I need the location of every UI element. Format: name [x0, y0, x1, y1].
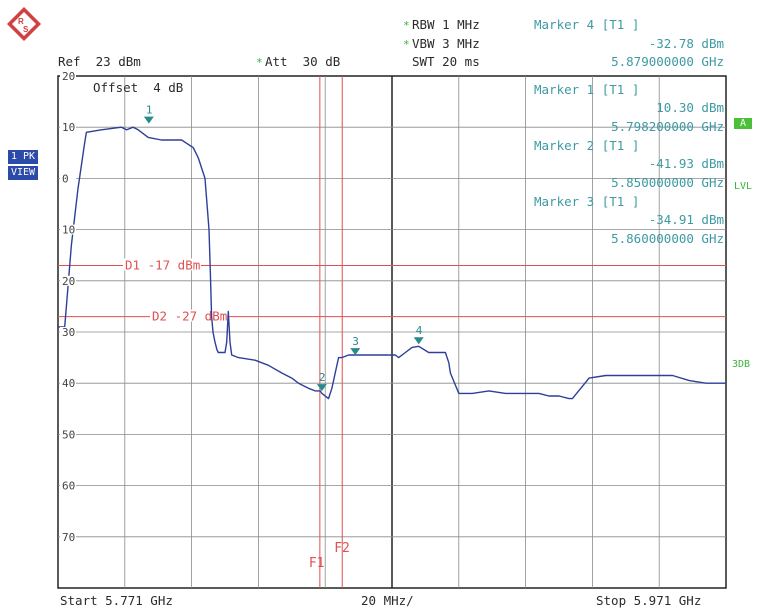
y-tick-label: 50: [62, 428, 75, 441]
marker-2-icon: [316, 384, 327, 392]
freq-line-label: F2: [334, 541, 350, 556]
y-tick-bg: [60, 173, 76, 184]
svg-text:S: S: [23, 25, 29, 34]
trace-a-badge: A: [734, 118, 752, 129]
rs-logo: R S: [7, 7, 41, 41]
marker2-title: Marker 2 [T1 ]: [534, 138, 640, 153]
3db-label: 3DB: [732, 359, 751, 370]
svg-text:R: R: [18, 17, 24, 26]
marker2-freq: 5.850000000 GHz: [611, 175, 724, 190]
marker-1-label: 1: [146, 104, 153, 117]
y-tick-bg: [60, 71, 76, 81]
marker-1-icon: [143, 116, 154, 124]
frequency-lines: F1 F2: [309, 76, 350, 588]
marker-3-label: 3: [352, 335, 359, 348]
att-indicator-icon: *: [256, 56, 263, 69]
marker4-title: Marker 4 [T1 ]: [534, 17, 640, 32]
vbw: VBW 3 MHz: [412, 36, 480, 51]
marker-2-label: 2: [319, 371, 326, 384]
span-per-div: 20 MHz/: [361, 593, 414, 608]
markers: 1 2 3 4: [143, 104, 424, 392]
y-tick-bg: [60, 122, 76, 133]
y-tick-label: 20: [62, 275, 75, 288]
marker3-title: Marker 3 [T1 ]: [534, 194, 640, 209]
rbw-indicator-icon: *: [403, 19, 410, 32]
limit-label: D1 -17 dBm: [125, 257, 200, 272]
trace-line: [58, 126, 726, 400]
stop-frequency: Stop 5.971 GHz: [596, 593, 702, 608]
rbw: RBW 1 MHz: [412, 17, 480, 32]
sweep-time: SWT 20 ms: [412, 54, 480, 69]
vbw-indicator-icon: *: [403, 38, 410, 51]
marker-4-icon: [413, 337, 424, 345]
limit-label: D2 -27 dBm: [152, 309, 227, 324]
y-tick-bg: [60, 224, 76, 235]
y-tick-bg: [60, 275, 76, 286]
y-tick-bg: [60, 327, 76, 337]
attenuation: Att 30 dB: [265, 54, 341, 69]
y-tick-label: 10: [62, 224, 75, 237]
y-tick-label: 70: [62, 531, 75, 544]
marker1-freq: 5.798200000 GHz: [611, 119, 724, 134]
ref-level: Ref 23 dBm: [58, 54, 141, 69]
marker4-freq: 5.879000000 GHz: [611, 54, 724, 69]
marker4-level: -32.78 dBm: [648, 36, 724, 51]
y-tick-labels: 20 10 0 10 20 30 40 50 60 70: [60, 70, 76, 544]
lvl-label: LVL: [734, 181, 753, 192]
y-tick-label: 0: [62, 172, 69, 185]
y-tick-bg: [60, 378, 76, 389]
marker-4-label: 4: [416, 324, 423, 337]
view-badge: VIEW: [8, 166, 39, 180]
marker1-title: Marker 1 [T1 ]: [534, 82, 640, 97]
trace: [58, 126, 726, 400]
y-tick-label: 40: [62, 377, 75, 390]
marker3-freq: 5.860000000 GHz: [611, 231, 724, 246]
trace-mode-badge: 1 PK: [8, 150, 39, 164]
y-tick-label: 10: [62, 121, 75, 134]
y-tick-label: 60: [62, 480, 75, 493]
marker-3-icon: [350, 348, 361, 356]
y-tick-bg: [60, 429, 76, 440]
limit-label-bg: [150, 309, 228, 322]
limit-lines: D1 -17 dBm D2 -27 dBm: [58, 257, 726, 324]
y-tick-bg: [60, 480, 76, 491]
start-frequency: Start 5.771 GHz: [60, 593, 173, 608]
marker1-level: 10.30 dBm: [656, 100, 724, 115]
y-tick-bg: [60, 531, 76, 542]
freq-line-label: F1: [309, 556, 325, 571]
grid: [57, 75, 727, 589]
marker2-level: -41.93 dBm: [648, 156, 724, 171]
y-tick-label: 30: [62, 326, 75, 339]
offset-label: Offset 4 dB: [93, 80, 184, 95]
marker3-level: -34.91 dBm: [648, 212, 724, 227]
y-tick-label: 20: [62, 70, 75, 83]
limit-label-bg: [123, 258, 201, 271]
